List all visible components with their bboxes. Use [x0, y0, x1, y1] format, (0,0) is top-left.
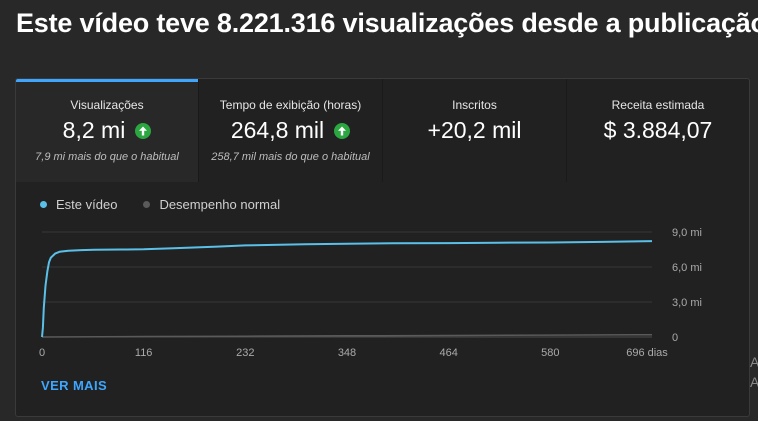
y-tick-label: 0	[672, 332, 678, 344]
ver-mais-link[interactable]: VER MAIS	[41, 378, 108, 393]
tab-visualizacoes[interactable]: Visualizações 8,2 mi 7,9 mi mais do que …	[16, 79, 199, 182]
arrow-up-green-icon	[334, 122, 351, 139]
tab-value: +20,2 mil	[427, 117, 522, 143]
tab-note: 7,9 mi mais do que o habitual	[35, 151, 179, 163]
legend-label: Desempenho normal	[159, 197, 281, 212]
y-tick-label: 9,0 mi	[672, 227, 702, 239]
y-tick-label: 6,0 mi	[672, 262, 702, 274]
metric-tabs: Visualizações 8,2 mi 7,9 mi mais do que …	[16, 79, 749, 182]
x-tick-label: 232	[236, 347, 254, 359]
views-line-chart[interactable]: 0 3,0 mi 6,0 mi 9,0 mi 0 116 232 348 464 580 696 d…	[16, 219, 749, 379]
y-tick-label: 3,0 mi	[672, 297, 702, 309]
tab-value: 8,2 mi	[62, 117, 126, 143]
tab-label: Inscritos	[452, 98, 497, 112]
series-line-desempenho-normal	[41, 333, 653, 338]
legend-item-normal[interactable]: Desempenho normal	[143, 197, 280, 212]
tab-note: 258,7 mil mais do que o habitual	[211, 151, 370, 163]
legend-item-video[interactable]: Este vídeo	[40, 197, 117, 212]
x-tick-label: 0	[39, 347, 45, 359]
tab-tempo-exibicao[interactable]: Tempo de exibição (horas) 264,8 mil 258,…	[199, 79, 383, 182]
chart-legend: Este vídeo Desempenho normal	[40, 197, 280, 212]
x-tick-label: 116	[135, 347, 153, 359]
arrow-up-green-icon	[135, 122, 152, 139]
tab-inscritos[interactable]: Inscritos +20,2 mil	[383, 79, 567, 182]
series-line-este-video	[41, 240, 653, 338]
legend-dot-video	[40, 201, 47, 208]
clipped-letter: A	[750, 354, 758, 370]
x-tick-label: 580	[541, 347, 559, 359]
x-tick-label: 696 dias	[626, 347, 668, 359]
x-tick-label: 348	[338, 347, 356, 359]
x-tick-label: 464	[439, 347, 457, 359]
tab-receita-estimada[interactable]: Receita estimada $ 3.884,07	[567, 79, 749, 182]
clipped-letter: A	[750, 374, 758, 390]
tab-label: Visualizações	[70, 98, 144, 112]
side-clipped-text: A A	[750, 352, 758, 392]
tab-value: $ 3.884,07	[603, 117, 713, 143]
analytics-card: Visualizações 8,2 mi 7,9 mi mais do que …	[15, 78, 750, 417]
page-title: Este vídeo teve 8.221.316 visualizações …	[16, 8, 758, 38]
tab-label: Receita estimada	[611, 98, 705, 112]
legend-dot-normal	[143, 201, 151, 208]
tab-label: Tempo de exibição (horas)	[219, 98, 362, 112]
legend-label: Este vídeo	[56, 197, 118, 212]
tab-value: 264,8 mil	[230, 117, 325, 143]
